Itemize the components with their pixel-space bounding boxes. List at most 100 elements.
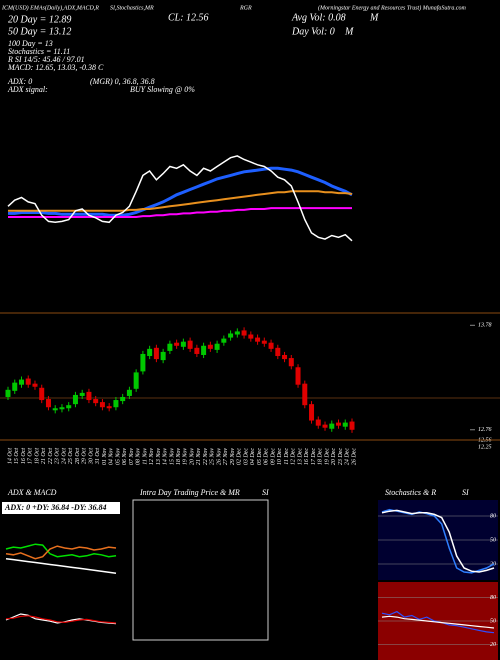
candle-body xyxy=(261,340,267,344)
series-line xyxy=(5,557,117,574)
candle-body xyxy=(25,378,31,385)
x-tick-label: 08 Nov xyxy=(136,448,142,466)
x-tick-label: 23 Dec xyxy=(338,448,344,465)
x-tick-label: 20 Nov xyxy=(189,448,195,466)
y-tick-label: 50 xyxy=(490,537,496,543)
info-line: 20 Day = 12.89 xyxy=(8,14,71,25)
adx-detail: (MGR) 0, 36.8, 36.8 xyxy=(90,77,155,86)
x-tick-label: 14 Nov xyxy=(162,448,169,466)
candle-body xyxy=(302,383,308,406)
x-tick-label: 25 Oct xyxy=(68,448,74,464)
intraday-box xyxy=(132,499,269,641)
series-line xyxy=(5,545,117,560)
x-tick-label: 13 Dec xyxy=(297,448,303,465)
series-line xyxy=(5,615,117,624)
avg-vol-unit: M xyxy=(369,12,379,23)
x-tick-label: 24 Dec xyxy=(344,448,351,465)
ticker: RGR xyxy=(239,5,252,11)
candle-body xyxy=(99,402,105,408)
y-tick-label: 80 xyxy=(490,595,496,601)
x-tick-label: 23 Oct xyxy=(55,448,61,464)
y-tick-label: 12.76 xyxy=(478,427,492,433)
adx-signal-label: ADX signal: xyxy=(7,85,48,94)
info-line: 100 Day = 13 xyxy=(8,39,53,48)
candle-body xyxy=(282,354,288,360)
candle-body xyxy=(309,404,315,421)
candle-body xyxy=(255,337,261,342)
x-tick-label: 29 Nov xyxy=(230,448,236,466)
x-tick-label: 14 Oct xyxy=(6,448,13,464)
x-tick-label: 18 Dec xyxy=(318,448,324,465)
info-line: 50 Day = 13.12 xyxy=(8,26,71,37)
candle-body xyxy=(45,399,51,408)
panel-title: ADX & MACD xyxy=(7,488,57,497)
adx-box xyxy=(2,502,120,514)
x-tick-label: 28 Oct xyxy=(75,448,81,464)
close-label: CL: 12.56 xyxy=(168,12,209,23)
x-tick-label: 04 Dec xyxy=(249,448,256,465)
candle-body xyxy=(133,372,139,389)
candle-body xyxy=(32,383,38,387)
x-tick-label: 18 Nov xyxy=(176,448,182,466)
x-tick-label: 19 Nov xyxy=(183,448,189,466)
x-tick-label: 05 Dec xyxy=(257,448,263,465)
price-line xyxy=(7,155,353,242)
candle-body xyxy=(228,333,234,338)
panel-title: Stochastics & R xyxy=(385,488,436,497)
candle-body xyxy=(275,347,281,357)
candle-body xyxy=(174,342,180,346)
candle-body xyxy=(268,342,274,349)
candle-body xyxy=(106,406,112,409)
candle-body xyxy=(288,358,294,367)
site: (Morningstar Energy and Resources Trust)… xyxy=(318,4,467,11)
y-tick-label: 80 xyxy=(490,513,496,519)
candle-body xyxy=(167,343,173,351)
candle-body xyxy=(329,423,335,429)
x-tick-label: 21 Nov xyxy=(196,448,202,466)
x-tick-label: 11 Dec xyxy=(284,448,290,465)
info-line: Stochastics = 11.11 xyxy=(8,47,70,56)
x-tick-label: 26 Dec xyxy=(351,448,357,465)
candle-body xyxy=(126,389,132,396)
candle-body xyxy=(140,353,146,372)
series-line xyxy=(381,615,495,629)
candle-body xyxy=(315,419,321,426)
x-tick-label: 12 Dec xyxy=(291,448,297,465)
candle-body xyxy=(160,351,166,361)
avg-vol: Avg Vol: 0.08 xyxy=(291,12,346,23)
x-tick-label: 06 Dec xyxy=(264,448,270,465)
candle-body xyxy=(342,422,348,427)
panel-title: Intra Day Trading Price & MR xyxy=(139,488,240,497)
adx-line: ADX: 0 xyxy=(7,77,32,86)
x-tick-label: 17 Oct xyxy=(28,448,34,464)
day-vol-unit: M xyxy=(344,26,354,37)
x-tick-label: 16 Dec xyxy=(304,448,310,465)
x-tick-label: 17 Dec xyxy=(311,448,317,465)
candle-body xyxy=(120,396,126,402)
x-tick-label: 20 Dec xyxy=(331,448,337,465)
candle-body xyxy=(336,422,342,426)
x-tick-label: 31 Oct xyxy=(95,448,101,465)
candle-body xyxy=(214,343,220,350)
x-tick-label: 22 Oct xyxy=(48,448,54,464)
candle-body xyxy=(221,338,227,343)
y-tick-label: 50 xyxy=(490,618,496,624)
candle-body xyxy=(52,408,58,411)
header-text: ICM(USD) EMAs(Daily),ADX,MACD,R xyxy=(1,4,99,11)
x-tick-label: 18 Oct xyxy=(34,448,40,464)
x-tick-label: 10 Dec xyxy=(277,448,283,465)
series-line xyxy=(5,543,117,558)
x-tick-label: 27 Nov xyxy=(223,448,229,466)
candle-body xyxy=(207,344,213,349)
x-tick-label: 12 Nov xyxy=(149,448,155,466)
candle-body xyxy=(5,389,11,397)
x-tick-label: 16 Oct xyxy=(21,448,27,464)
candle-body xyxy=(147,348,153,357)
x-tick-label: 07 Nov xyxy=(129,448,135,466)
x-tick-label: 11 Nov xyxy=(142,448,148,465)
candle-body xyxy=(349,421,355,430)
x-tick-label: 19 Dec xyxy=(324,448,330,465)
candle-body xyxy=(86,391,92,401)
candle-body xyxy=(72,394,78,405)
